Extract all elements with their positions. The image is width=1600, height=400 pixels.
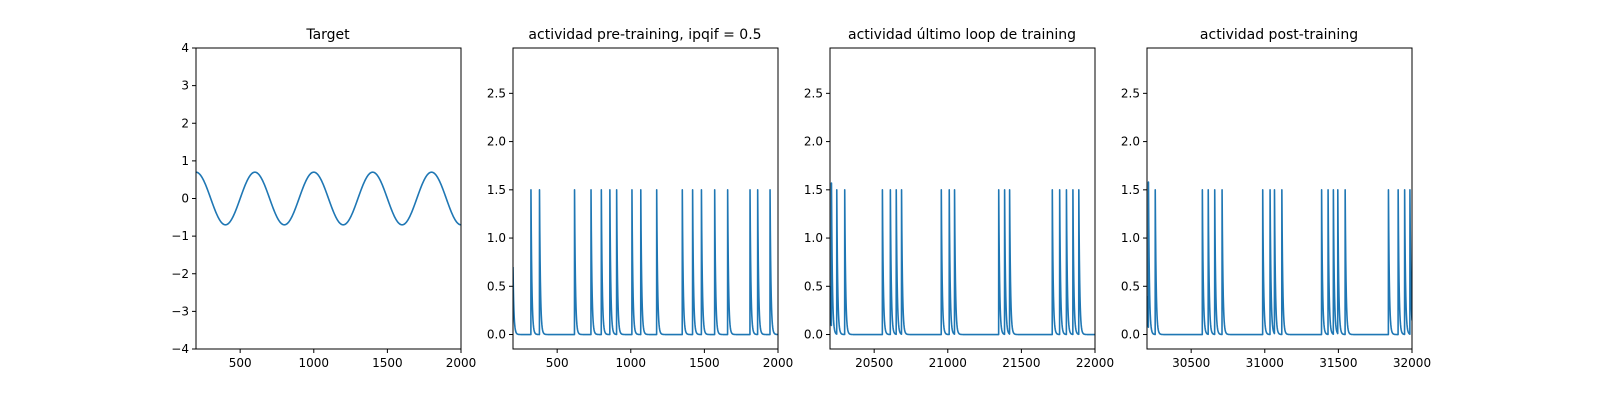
panel-target: Target 500 1000 1500 2000 −4 −3 −2 −1 0 1 2 3 4 [171, 27, 476, 370]
axes-frame [512, 47, 779, 350]
y-tick-label: −3 [171, 304, 189, 318]
y-tick-label: 2.5 [804, 86, 823, 100]
series-line [513, 189, 778, 336]
y-tick-label: 1.0 [1121, 231, 1140, 245]
x-tick-label: 500 [229, 356, 252, 370]
y-tick-label: 2.0 [487, 135, 506, 149]
y-tick-label: 0 [181, 192, 189, 206]
x-tick-label: 31000 [1246, 356, 1284, 370]
y-tick-label: 1.5 [487, 183, 506, 197]
panel-last-training-loop: actividad último loop de training 20500 2… [804, 27, 1114, 370]
x-tick-label: 2000 [763, 356, 794, 370]
y-tick-label: −2 [171, 267, 189, 281]
y-tick-label: 1 [181, 154, 189, 168]
axes-frame [829, 47, 1096, 350]
x-tick-label: 1000 [616, 356, 647, 370]
x-tick-label: 1000 [299, 356, 330, 370]
y-tick-label: 2.5 [487, 86, 506, 100]
y-tick-label: 3 [181, 79, 189, 93]
series-line [1147, 181, 1412, 336]
y-tick-label: 1.5 [804, 183, 823, 197]
y-tick-label: 0.0 [804, 328, 823, 342]
y-tick-label: 1.0 [804, 231, 823, 245]
x-tick-label: 1500 [372, 356, 403, 370]
series-line [830, 182, 1095, 336]
y-tick-label: 2.0 [804, 135, 823, 149]
y-tick-label: 1.5 [1121, 183, 1140, 197]
y-tick-label: 0.0 [487, 328, 506, 342]
y-tick-label: 0.0 [1121, 328, 1140, 342]
x-tick-label: 2000 [446, 356, 477, 370]
x-tick-label: 21000 [929, 356, 967, 370]
y-tick-label: 0.5 [487, 279, 506, 293]
x-tick-label: 30500 [1172, 356, 1210, 370]
y-tick-label: 2.5 [1121, 86, 1140, 100]
series-line [196, 171, 461, 226]
x-tick-label: 500 [546, 356, 569, 370]
x-tick-label: 22000 [1076, 356, 1114, 370]
x-tick-label: 21500 [1002, 356, 1040, 370]
panel-pre-training: actividad pre-training, ipqif = 0.5 500 1… [487, 27, 793, 370]
y-tick-label: 1.0 [487, 231, 506, 245]
panel-title: actividad pre-training, ipqif = 0.5 [528, 27, 761, 43]
y-tick-label: 0.5 [1121, 279, 1140, 293]
panel-title: actividad último loop de training [848, 27, 1076, 43]
y-tick-label: −4 [171, 342, 189, 356]
y-tick-label: −1 [171, 229, 189, 243]
x-tick-label: 1500 [689, 356, 720, 370]
y-tick-label: 4 [181, 41, 189, 55]
axes-frame [1146, 47, 1413, 350]
y-tick-label: 2 [181, 116, 189, 130]
y-tick-label: 2.0 [1121, 135, 1140, 149]
x-tick-label: 32000 [1393, 356, 1431, 370]
x-tick-label: 20500 [855, 356, 893, 370]
panel-title: actividad post-training [1200, 27, 1358, 43]
panel-title: Target [305, 27, 350, 43]
panel-post-training: actividad post-training 30500 31000 31500 3… [1121, 27, 1431, 370]
y-tick-label: 0.5 [804, 279, 823, 293]
x-tick-label: 31500 [1319, 356, 1357, 370]
